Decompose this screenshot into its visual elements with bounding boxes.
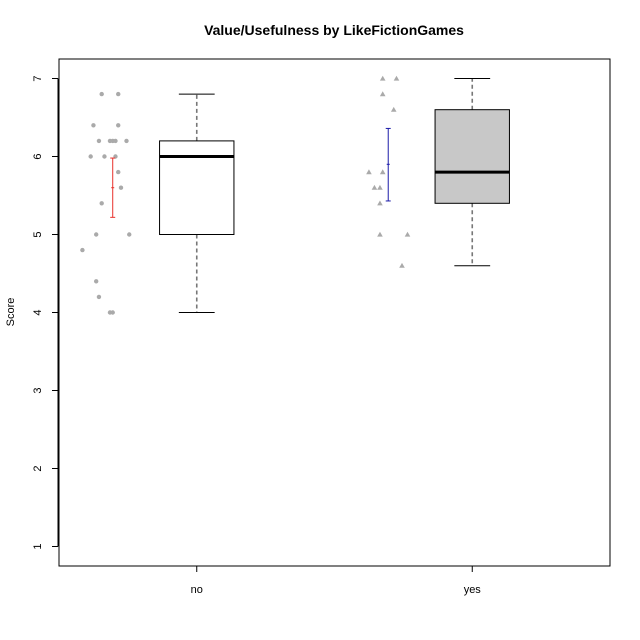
data-point bbox=[88, 154, 93, 159]
data-point bbox=[404, 231, 411, 237]
data-point bbox=[127, 232, 132, 237]
y-tick-label: 3 bbox=[32, 387, 44, 393]
data-point bbox=[91, 123, 96, 128]
group-no bbox=[80, 91, 235, 315]
data-point bbox=[399, 262, 405, 268]
data-point bbox=[124, 138, 129, 144]
data-point bbox=[116, 169, 121, 175]
data-point bbox=[93, 279, 99, 284]
group-yes bbox=[366, 75, 510, 268]
data-point bbox=[80, 247, 85, 253]
y-tick-label: 6 bbox=[32, 153, 44, 159]
data-point bbox=[377, 184, 383, 190]
data-point bbox=[379, 75, 386, 81]
y-axis-label: Score bbox=[5, 298, 17, 327]
data-point bbox=[379, 169, 386, 175]
x-tick-label: yes bbox=[464, 584, 482, 596]
data-point bbox=[116, 123, 121, 128]
data-point bbox=[377, 231, 383, 237]
plot-frame bbox=[58, 58, 611, 567]
plot-groups bbox=[80, 75, 510, 315]
data-point bbox=[366, 169, 372, 175]
data-point bbox=[113, 138, 118, 144]
y-tick-label: 7 bbox=[32, 75, 44, 81]
data-point bbox=[371, 184, 378, 190]
data-point bbox=[377, 200, 383, 206]
y-tick-label: 5 bbox=[32, 231, 44, 237]
y-tick-label: 1 bbox=[32, 543, 44, 549]
chart-title: Value/Usefulness by LikeFictionGames bbox=[204, 22, 464, 38]
data-point bbox=[116, 91, 121, 97]
x-axis: no yes bbox=[191, 566, 482, 596]
data-point bbox=[390, 106, 397, 112]
y-tick-label: 4 bbox=[32, 309, 44, 315]
x-tick-label: no bbox=[191, 584, 203, 596]
data-point bbox=[99, 201, 104, 206]
data-point bbox=[99, 91, 104, 97]
data-point bbox=[96, 294, 102, 300]
data-point bbox=[102, 154, 107, 159]
data-point bbox=[118, 185, 124, 190]
data-point bbox=[379, 91, 386, 97]
y-axis: 1 2 3 4 5 6 7 bbox=[32, 75, 59, 550]
data-point bbox=[96, 138, 102, 144]
data-point bbox=[110, 310, 115, 315]
data-point bbox=[93, 232, 99, 237]
data-point bbox=[393, 75, 400, 81]
box bbox=[434, 109, 510, 204]
y-tick-label: 2 bbox=[32, 465, 44, 471]
box bbox=[159, 140, 235, 235]
